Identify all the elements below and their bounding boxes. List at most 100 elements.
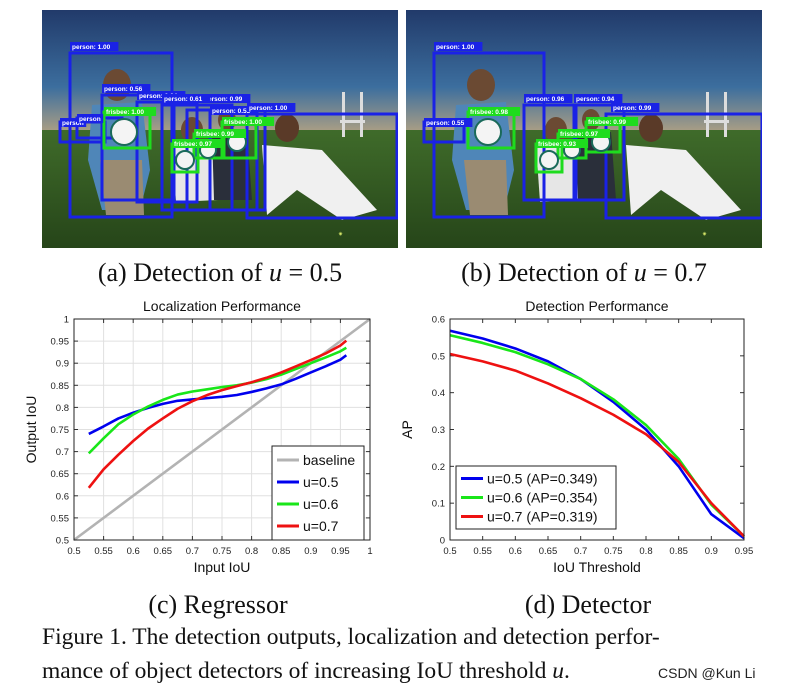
y-tick-label: 0 [440,536,445,547]
series-line-u-0-7 [87,339,348,489]
person-label-bg [162,94,211,103]
series-line-u-0-5 [88,354,348,436]
frisbee-label-bg [172,139,225,148]
person-detection-label: person: 1.00 [249,105,288,112]
localization-performance-chart: Localization Performance 0.5 0.55 0.6 0.65 0.… [23,298,373,575]
y-tick-label: 1 [64,315,69,326]
person-detection-label: person [79,116,101,123]
legend-label: u=0.6 [303,496,339,512]
person-label-bg [70,42,119,51]
person-label-bg [77,114,104,123]
x-tick-label: 1 [367,546,372,557]
x-tick-label: 0.9 [304,546,317,557]
x-tick-label: 0.65 [154,546,173,557]
y-tick-label: 0.1 [432,499,445,510]
person-label-bg [434,42,483,51]
person-detection-label: person: 0.64 [139,93,178,100]
frisbee-label-bg [222,117,275,126]
legend-label: u=0.7 [303,518,339,534]
person-label-bg [611,103,660,112]
person-label-bg [247,103,296,112]
detection-performance-chart: Detection Performance 0.5 0.55 0.6 0.65 0.7 0.… [400,298,754,575]
legend-label: u=0.5 (AP=0.349) [487,471,598,487]
frisbee-detection-label: frisbee: 0.99 [588,119,626,126]
person-label-bg [574,94,623,103]
y-tick-label: 0.9 [56,359,69,370]
x-tick-label: 0.8 [639,546,652,557]
x-tick-label: 0.8 [245,546,258,557]
person-detection-label: person: 0.61 [164,96,203,103]
y-axis-label: Output IoU [23,396,39,464]
x-tick-label: 0.6 [509,546,522,557]
legend-label: u=0.7 (AP=0.319) [487,509,598,525]
detection-image-u07: person: 1.00 person: 0.96 person: 0.94 pers… [406,10,762,248]
x-axis-label: IoU Threshold [553,559,641,575]
detection-labels-b: person: 1.00 person: 0.96 person: 0.94 pers… [424,42,660,148]
frisbee-detection-label: frisbee: 0.99 [196,131,234,138]
person-detection-label: person: 0.53 [212,108,251,115]
person-detection-label: person: 0.96 [526,96,565,103]
frisbee-label-bg [104,107,157,116]
x-tick-label: 0.95 [331,546,350,557]
frisbee-detection-label: frisbee: 0.97 [174,141,212,148]
y-tick-label: 0.5 [56,536,69,547]
person-label-bg [102,84,151,93]
person-label-bg [202,94,251,103]
x-tick-label: 0.85 [272,546,291,557]
frisbee-detection-label: frisbee: 0.93 [538,141,576,148]
x-tick-label: 0.85 [669,546,688,557]
person-detection-label: person: 0.94 [576,96,615,103]
x-tick-label: 0.55 [473,546,492,557]
person-detection-label: person: 1.00 [72,44,111,51]
x-tick-label: 0.9 [705,546,718,557]
person-detection-label: person: 0.99 [204,96,243,103]
photo-scene-b: person: 1.00 person: 0.96 person: 0.94 pers… [406,10,762,248]
x-tick-label: 0.5 [67,546,80,557]
x-tick-label: 0.55 [94,546,113,557]
x-tick-label: 0.95 [735,546,754,557]
x-tick-label: 0.7 [186,546,199,557]
y-tick-label: 0.6 [432,315,445,326]
y-tick-label: 0.8 [56,403,69,414]
x-tick-label: 0.5 [443,546,456,557]
x-tick-label: 0.75 [213,546,232,557]
person-label-bg [524,94,573,103]
person-label-bg [137,91,186,100]
y-tick-label: 0.85 [51,381,70,392]
chart-legend: u=0.5 (AP=0.349) u=0.6 (AP=0.354) u=0.7 (A… [455,465,617,530]
y-tick-label: 0.75 [51,425,70,436]
x-tick-label: 0.65 [539,546,558,557]
person-label-bg [60,118,87,127]
x-axis-label: Input IoU [194,559,251,575]
subcaption-a: (a) Detection of u = 0.5 [97,258,343,287]
y-tick-label: 0.65 [51,469,70,480]
photo-credit-mark: ✷ [338,231,343,238]
y-tick-label: 0.2 [432,462,445,473]
plot-frame [449,318,745,541]
person-label-bg [424,118,473,127]
frisbee-label-bg [536,139,589,148]
subcaption-c: (c) Regressor [148,590,288,619]
chart-title: Localization Performance [143,298,301,314]
legend-label: u=0.5 [303,474,339,490]
y-tick-label: 0.95 [51,337,70,348]
frisbee-label-bg [586,117,639,126]
subcaption-b: (b) Detection of u = 0.7 [461,258,707,287]
photo-credit-mark: ✷ [702,231,707,238]
subcaption-d: (d) Detector [524,590,652,619]
detection-image-u05: person: 1.00 person: 0.56 person: 0.64 pers… [42,10,398,248]
person-detection-label: person: 0.55 [426,120,465,127]
watermark: CSDN @Kun Li [658,665,756,681]
frisbee-label-bg [558,129,611,138]
x-tick-label: 0.6 [127,546,140,557]
figure-caption-line1: Figure 1. The detection outputs, localiz… [42,624,660,650]
person-detection-label: person: 1.00 [436,44,475,51]
frisbee-detection-label: frisbee: 0.98 [470,109,508,116]
legend-label: u=0.6 (AP=0.354) [487,490,598,506]
person-detection-label: person: 0.56 [104,86,143,93]
person-label-bg [210,106,259,115]
person-detection-label: person [62,120,84,127]
